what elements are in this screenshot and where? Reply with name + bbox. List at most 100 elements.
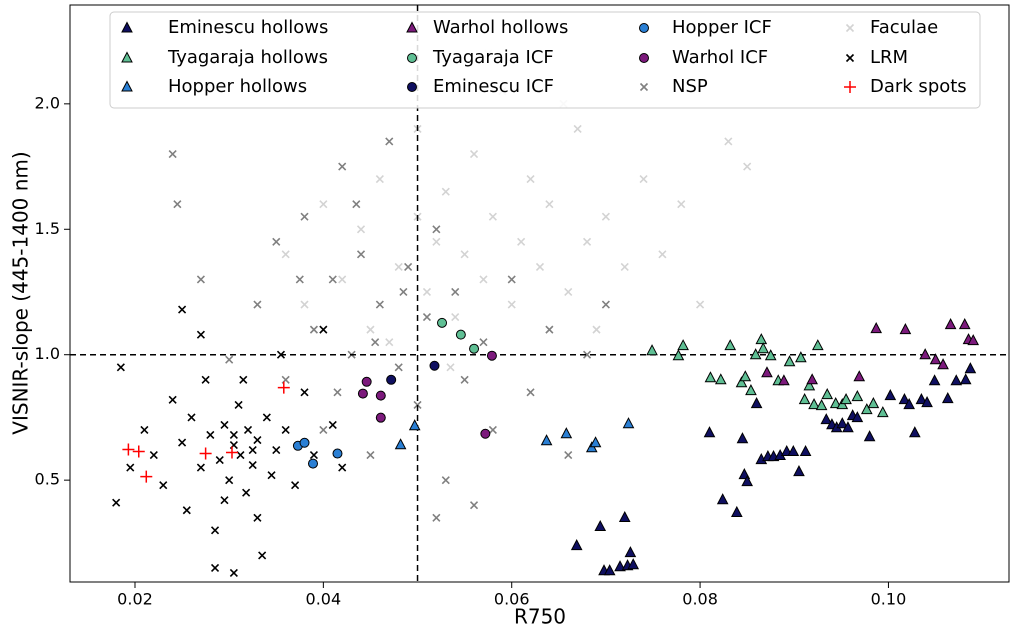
point — [375, 300, 384, 309]
point — [898, 393, 911, 405]
point — [672, 349, 685, 361]
point — [757, 342, 770, 354]
legend-label: Tyagaraja ICF — [432, 47, 554, 68]
legend-label: Hopper hollows — [168, 76, 307, 97]
point — [432, 225, 441, 234]
point — [703, 426, 716, 438]
point — [178, 438, 187, 447]
point — [210, 526, 220, 535]
point — [140, 425, 149, 435]
point — [455, 329, 466, 340]
point — [724, 137, 733, 146]
legend-label: Hopper ICF — [672, 17, 772, 38]
x-tick-label: 0.10 — [871, 590, 907, 609]
point — [319, 425, 328, 435]
point — [795, 351, 807, 363]
point — [479, 338, 488, 347]
point — [526, 388, 535, 397]
point — [432, 513, 441, 522]
point — [842, 421, 854, 433]
point — [745, 384, 757, 396]
x-tick-label: 0.04 — [306, 590, 342, 609]
point — [860, 403, 873, 415]
point — [225, 476, 234, 485]
point — [332, 448, 343, 459]
point — [309, 450, 318, 460]
point — [836, 417, 849, 429]
point — [469, 501, 479, 510]
point — [622, 417, 635, 429]
point — [573, 124, 582, 133]
point — [451, 287, 460, 297]
point — [361, 376, 372, 387]
point — [338, 463, 347, 472]
point — [272, 445, 281, 455]
legend-marker — [407, 53, 417, 63]
point — [295, 275, 304, 284]
point — [589, 436, 602, 448]
point — [469, 149, 479, 159]
point — [132, 445, 145, 458]
legend-label: NSP — [672, 76, 708, 97]
point — [488, 425, 497, 435]
point — [714, 373, 727, 385]
point — [242, 488, 251, 497]
point — [210, 563, 220, 573]
point — [876, 406, 889, 418]
legend-marker — [639, 82, 649, 92]
point — [357, 388, 368, 399]
x-tick-label: 0.06 — [494, 590, 530, 609]
point — [126, 463, 135, 472]
point — [220, 420, 229, 430]
point — [413, 400, 422, 409]
point — [704, 371, 717, 383]
point — [277, 381, 290, 394]
point — [248, 445, 257, 455]
point — [220, 496, 229, 505]
legend: Eminescu hollows Tyagaraja hollows Hopper … — [121, 17, 967, 97]
legend-marker — [121, 21, 133, 33]
point — [716, 493, 729, 505]
point — [229, 430, 238, 440]
point — [199, 447, 212, 460]
point — [941, 392, 954, 404]
x-axis-label: R750 — [514, 605, 566, 629]
point — [929, 353, 942, 365]
point — [460, 250, 469, 259]
point — [225, 355, 234, 364]
point — [614, 560, 626, 572]
y-tick-label: 1.5 — [35, 219, 60, 238]
point — [627, 558, 640, 570]
point — [248, 461, 257, 470]
legend-label: Eminescu ICF — [433, 76, 554, 97]
point — [399, 287, 408, 297]
legend-label: Warhol hollows — [433, 17, 568, 38]
point — [601, 212, 610, 221]
point — [507, 300, 516, 309]
point — [253, 513, 262, 522]
legend-label: Eminescu hollows — [168, 17, 328, 38]
point — [919, 348, 932, 360]
point — [206, 430, 215, 440]
legend-marker — [121, 80, 133, 92]
point — [798, 393, 811, 405]
point — [149, 450, 158, 460]
point — [371, 338, 380, 347]
point — [385, 338, 394, 347]
point — [507, 275, 516, 284]
point — [601, 300, 610, 309]
point — [863, 430, 876, 442]
point — [958, 318, 971, 330]
point — [267, 471, 276, 480]
point — [787, 444, 800, 457]
point — [592, 325, 601, 334]
point — [338, 162, 347, 171]
point — [196, 463, 205, 472]
point — [755, 333, 768, 345]
point — [333, 388, 342, 397]
point — [253, 435, 262, 445]
point — [300, 212, 309, 221]
point — [328, 420, 337, 430]
point — [724, 339, 737, 351]
point — [480, 428, 491, 439]
